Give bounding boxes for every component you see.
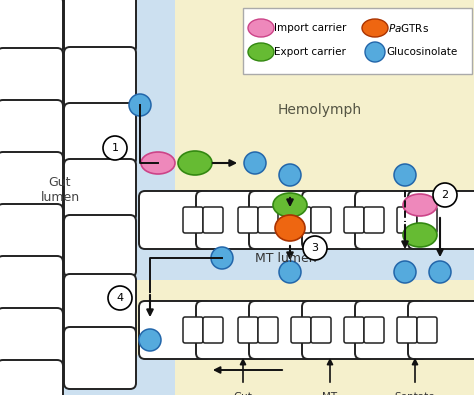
FancyBboxPatch shape — [203, 317, 223, 343]
Ellipse shape — [403, 223, 437, 247]
Text: Gut
lumen: Gut lumen — [40, 176, 80, 204]
Bar — [100, 225, 474, 290]
FancyBboxPatch shape — [64, 274, 136, 336]
FancyBboxPatch shape — [64, 215, 136, 277]
FancyBboxPatch shape — [64, 103, 136, 165]
FancyBboxPatch shape — [0, 0, 63, 54]
FancyBboxPatch shape — [0, 360, 63, 395]
Text: 3: 3 — [311, 243, 319, 253]
FancyBboxPatch shape — [238, 207, 258, 233]
FancyBboxPatch shape — [417, 317, 437, 343]
Text: Septate
junction: Septate junction — [394, 392, 436, 395]
Ellipse shape — [362, 19, 388, 37]
FancyBboxPatch shape — [0, 204, 63, 262]
Ellipse shape — [129, 94, 151, 116]
FancyBboxPatch shape — [302, 301, 374, 359]
Ellipse shape — [244, 152, 266, 174]
Ellipse shape — [248, 43, 274, 61]
Text: MT
epithelium: MT epithelium — [302, 392, 358, 395]
Text: Import carrier: Import carrier — [274, 23, 346, 33]
FancyBboxPatch shape — [291, 317, 311, 343]
Ellipse shape — [394, 261, 416, 283]
FancyBboxPatch shape — [302, 191, 374, 249]
Text: Glucosinolate: Glucosinolate — [386, 47, 457, 57]
Bar — [175, 0, 474, 395]
FancyBboxPatch shape — [0, 308, 63, 366]
Ellipse shape — [273, 193, 307, 217]
Text: 1: 1 — [111, 143, 118, 153]
Text: $\it{Pa}$GTRs: $\it{Pa}$GTRs — [388, 22, 429, 34]
FancyBboxPatch shape — [196, 301, 268, 359]
FancyBboxPatch shape — [183, 207, 203, 233]
FancyBboxPatch shape — [364, 317, 384, 343]
Ellipse shape — [141, 152, 175, 174]
FancyBboxPatch shape — [408, 301, 474, 359]
Text: Export carrier: Export carrier — [274, 47, 346, 57]
Bar — [100, 280, 474, 355]
Ellipse shape — [279, 164, 301, 186]
FancyBboxPatch shape — [408, 191, 474, 249]
Ellipse shape — [279, 261, 301, 283]
Ellipse shape — [248, 19, 274, 37]
FancyBboxPatch shape — [139, 191, 211, 249]
Ellipse shape — [211, 247, 233, 269]
FancyBboxPatch shape — [64, 159, 136, 221]
Circle shape — [303, 236, 327, 260]
FancyBboxPatch shape — [183, 317, 203, 343]
FancyBboxPatch shape — [291, 207, 311, 233]
FancyBboxPatch shape — [355, 191, 427, 249]
FancyBboxPatch shape — [64, 47, 136, 109]
FancyBboxPatch shape — [258, 317, 278, 343]
Ellipse shape — [275, 215, 305, 241]
Ellipse shape — [394, 164, 416, 186]
FancyBboxPatch shape — [0, 100, 63, 158]
FancyBboxPatch shape — [196, 191, 268, 249]
FancyBboxPatch shape — [238, 317, 258, 343]
FancyBboxPatch shape — [344, 317, 364, 343]
FancyBboxPatch shape — [243, 8, 472, 74]
FancyBboxPatch shape — [355, 301, 427, 359]
FancyBboxPatch shape — [0, 152, 63, 210]
Circle shape — [103, 136, 127, 160]
Ellipse shape — [429, 261, 451, 283]
Text: Gut
epithelium: Gut epithelium — [215, 392, 271, 395]
FancyBboxPatch shape — [139, 301, 211, 359]
Circle shape — [433, 183, 457, 207]
Text: MT lumen: MT lumen — [255, 252, 317, 265]
FancyBboxPatch shape — [258, 207, 278, 233]
FancyBboxPatch shape — [397, 317, 417, 343]
Circle shape — [108, 286, 132, 310]
FancyBboxPatch shape — [203, 207, 223, 233]
FancyBboxPatch shape — [0, 48, 63, 106]
Text: Hemolymph: Hemolymph — [278, 103, 362, 117]
Ellipse shape — [139, 329, 161, 351]
FancyBboxPatch shape — [417, 207, 437, 233]
FancyBboxPatch shape — [0, 256, 63, 314]
Ellipse shape — [178, 151, 212, 175]
Ellipse shape — [365, 42, 385, 62]
Bar — [0, 0, 175, 395]
FancyBboxPatch shape — [311, 317, 331, 343]
Text: 4: 4 — [117, 293, 124, 303]
FancyBboxPatch shape — [249, 191, 321, 249]
FancyBboxPatch shape — [64, 0, 136, 53]
FancyBboxPatch shape — [249, 301, 321, 359]
FancyBboxPatch shape — [344, 207, 364, 233]
FancyBboxPatch shape — [311, 207, 331, 233]
FancyBboxPatch shape — [397, 207, 417, 233]
Ellipse shape — [403, 194, 437, 216]
FancyBboxPatch shape — [364, 207, 384, 233]
FancyBboxPatch shape — [64, 327, 136, 389]
Text: 2: 2 — [441, 190, 448, 200]
